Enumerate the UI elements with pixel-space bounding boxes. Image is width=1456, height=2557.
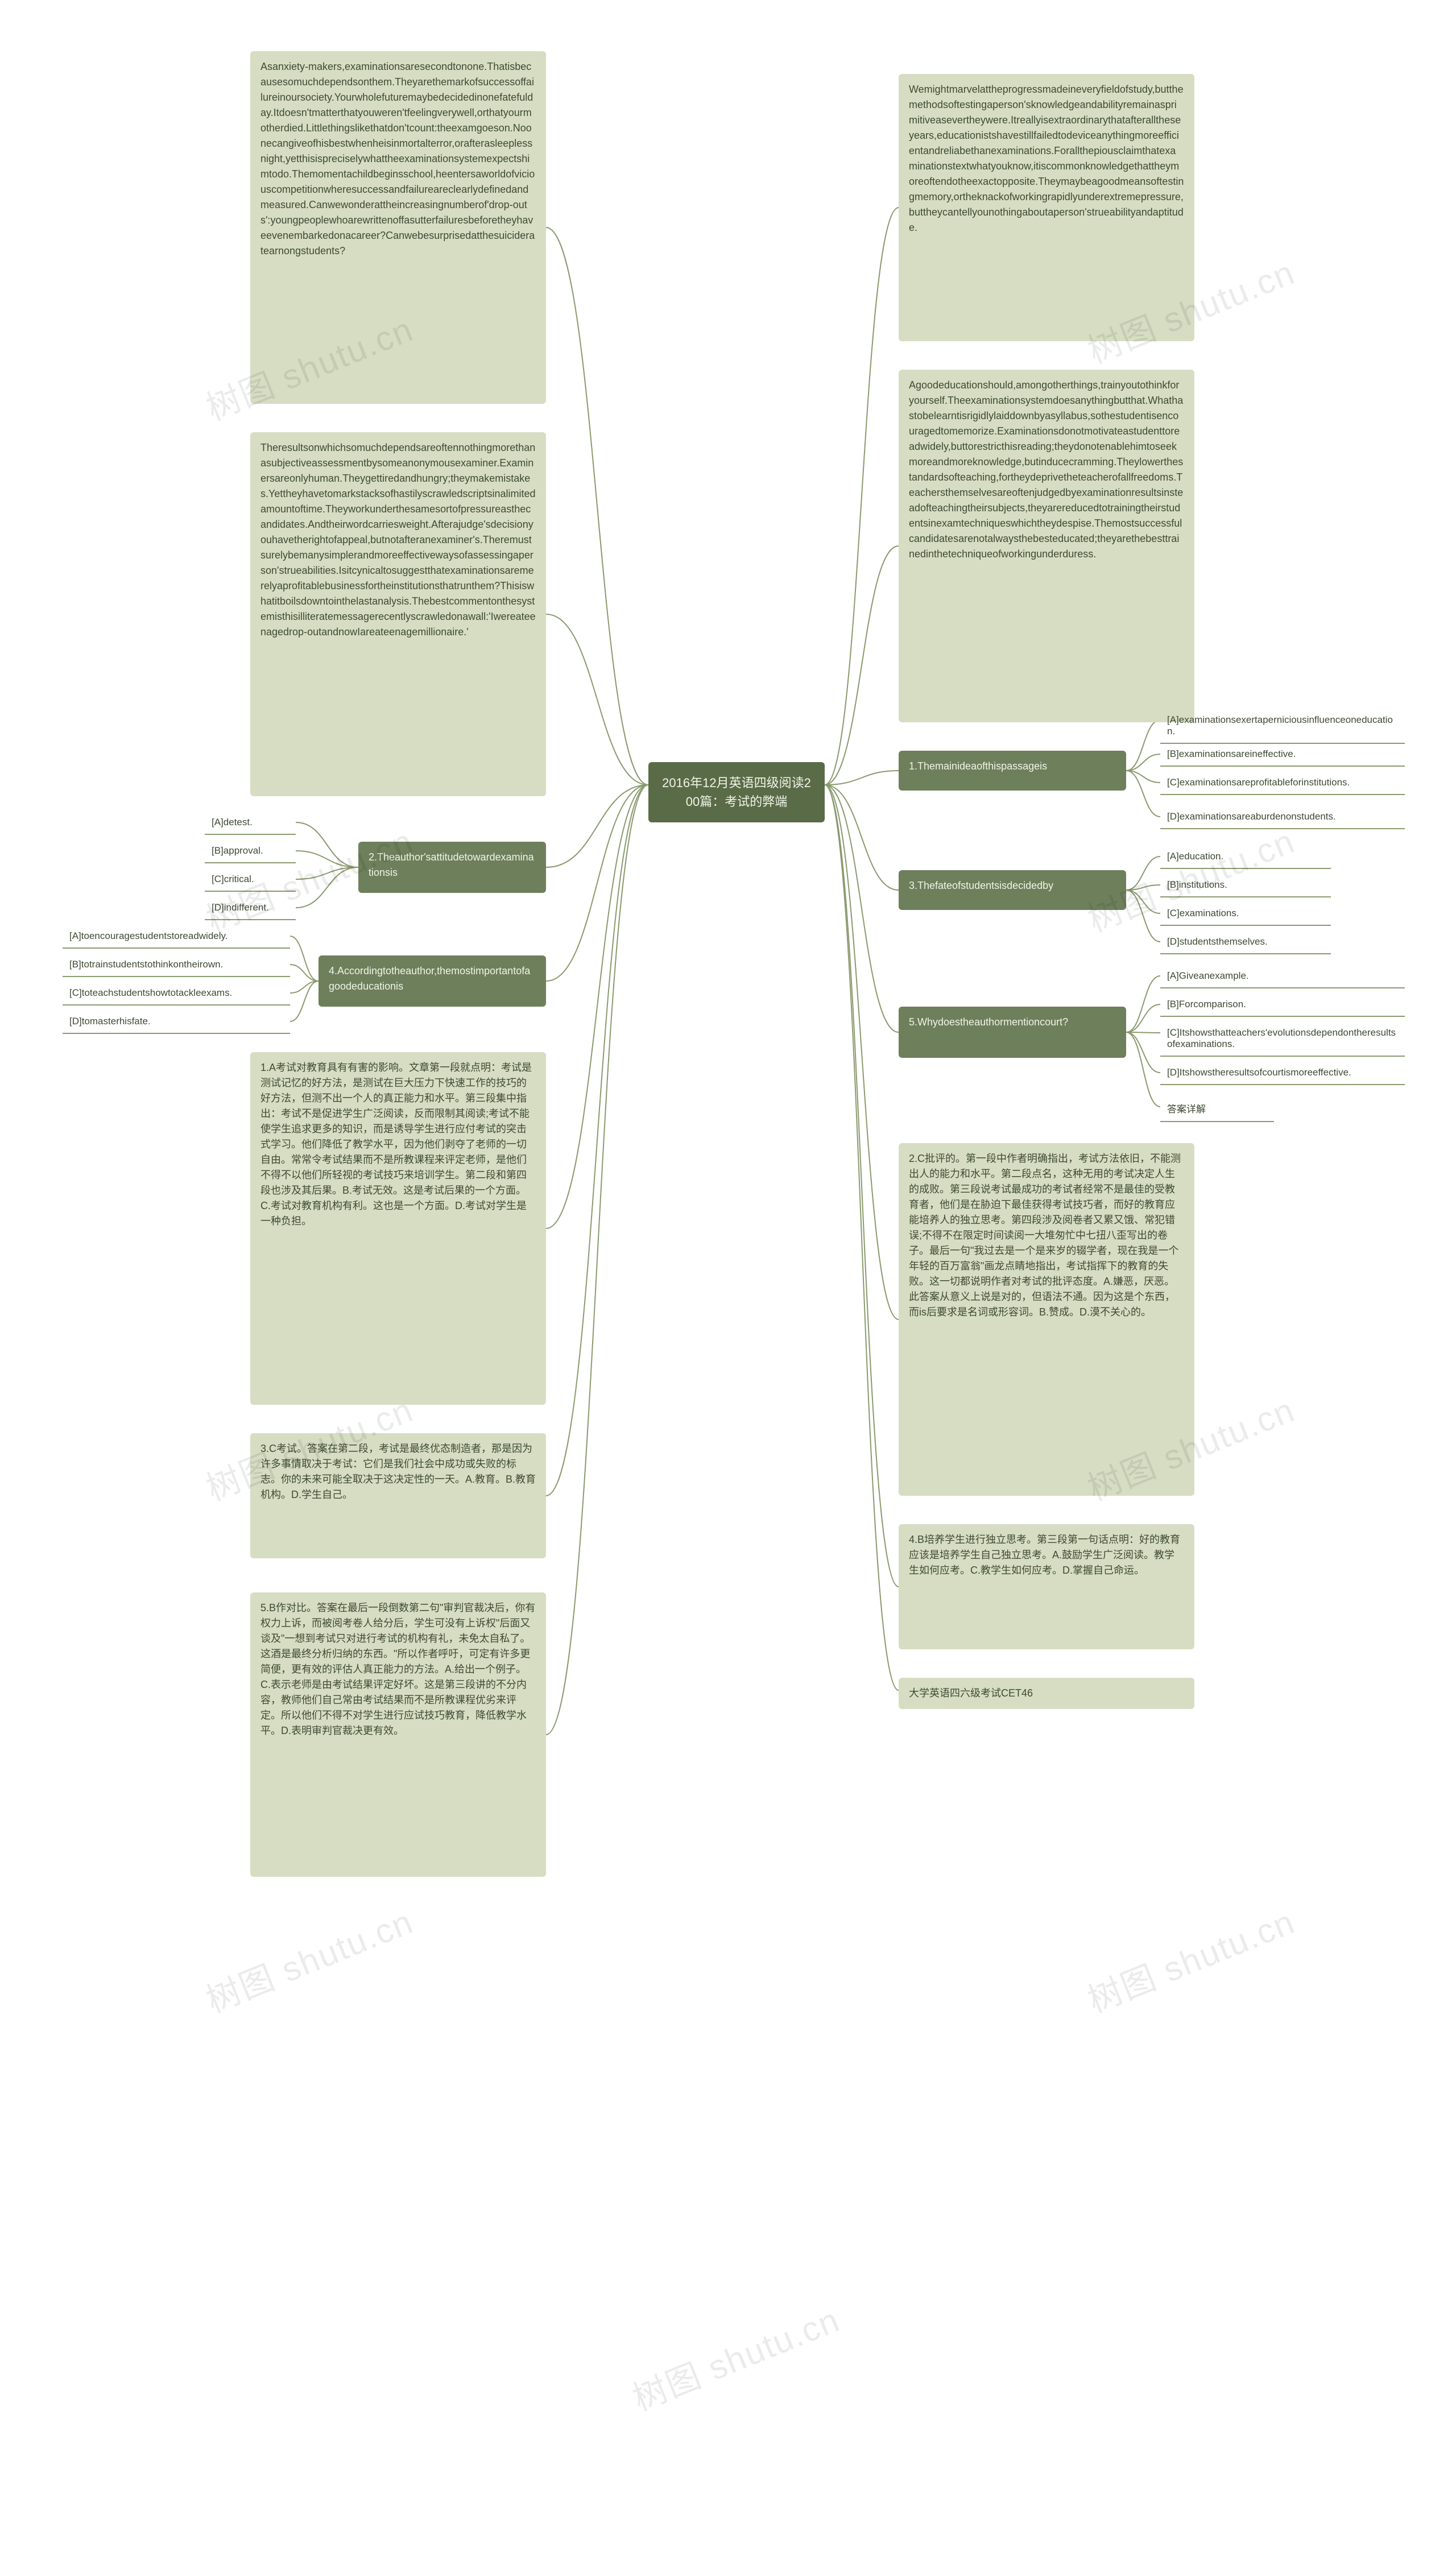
leaf-R4d: [D]studentsthemselves. — [1160, 933, 1331, 954]
watermark: 树图 shutu.cn — [198, 1894, 420, 2022]
leaf-R5a: [A]Giveanexample. — [1160, 967, 1405, 988]
node-root: 2016年12月英语四级阅读200篇：考试的弊端 — [648, 762, 825, 822]
watermark: 树图 shutu.cn — [624, 2293, 846, 2421]
leaf-L4d: [D]tomasterhisfate. — [63, 1012, 290, 1034]
node-L2: Theresultsonwhichsomuchdependsareoftenno… — [250, 432, 546, 796]
leaf-R3a: [A]examinationsexertaperniciousinfluence… — [1160, 711, 1405, 744]
leaf-R4b: [B]institutions. — [1160, 876, 1331, 897]
node-R1: Wemightmarvelattheprogressmadeineveryfie… — [899, 74, 1194, 341]
leaf-L3c: [C]critical. — [205, 870, 296, 892]
leaf-L3d: [D]indifferent. — [205, 899, 296, 920]
leaf-R4c: [C]examinations. — [1160, 904, 1331, 926]
node-L1: Asanxiety-makers,examinationsaresecondto… — [250, 51, 546, 404]
node-R4: 3.Thefateofstudentsisdecidedby — [899, 870, 1126, 910]
leaf-L4c: [C]toteachstudentshowtotackleexams. — [63, 984, 290, 1006]
node-R2: Agoodeducationshould,amongotherthings,tr… — [899, 370, 1194, 722]
leaf-R5b: [B]Forcomparison. — [1160, 995, 1405, 1017]
leaf-R5c: [C]Itshowsthatteachers'evolutionsdependo… — [1160, 1024, 1405, 1057]
node-R7: 4.B培养学生进行独立思考。第三段第一句话点明：好的教育应该是培养学生自己独立思… — [899, 1524, 1194, 1649]
leaf-L4b: [B]totrainstudentstothinkontheirown. — [63, 955, 290, 977]
leaf-R5d: [D]Itshowstheresultsofcourtismoreeffecti… — [1160, 1064, 1405, 1085]
node-L5: 1.A考试对教育具有有害的影响。文章第一段就点明：考试是测试记忆的好方法，是测试… — [250, 1052, 546, 1405]
leaf-R5e: 答案详解 — [1160, 1098, 1274, 1122]
node-R5: 5.Whydoestheauthormentioncourt? — [899, 1007, 1126, 1058]
node-L6: 3.C考试。答案在第二段，考试是最终优态制造者，那是因为许多事情取决于考试：它们… — [250, 1433, 546, 1558]
node-R8: 大学英语四六级考试CET46 — [899, 1678, 1194, 1709]
node-R6: 2.C批评的。第一段中作者明确指出，考试方法依旧，不能测出人的能力和水平。第二段… — [899, 1143, 1194, 1496]
leaf-R3c: [C]examinationsareprofitableforinstituti… — [1160, 773, 1405, 795]
node-L3: 2.Theauthor'sattitudetowardexaminationsi… — [358, 842, 546, 893]
node-L7: 5.B作对比。答案在最后一段倒数第二句"审判官裁决后，你有权力上诉，而被阅考卷人… — [250, 1592, 546, 1877]
leaf-L3a: [A]detest. — [205, 813, 296, 835]
leaf-R4a: [A]education. — [1160, 847, 1331, 869]
leaf-L3b: [B]approval. — [205, 842, 296, 863]
watermark: 树图 shutu.cn — [1079, 1894, 1301, 2022]
node-R3: 1.Themainideaofthispassageis — [899, 751, 1126, 791]
leaf-R3d: [D]examinationsareaburdenonstudents. — [1160, 808, 1405, 829]
leaf-L4a: [A]toencouragestudentstoreadwidely. — [63, 927, 290, 949]
connector-layer — [0, 0, 1456, 2557]
node-L4: 4.Accordingtotheauthor,themostimportanto… — [318, 955, 546, 1007]
leaf-R3b: [B]examinationsareineffective. — [1160, 745, 1405, 767]
